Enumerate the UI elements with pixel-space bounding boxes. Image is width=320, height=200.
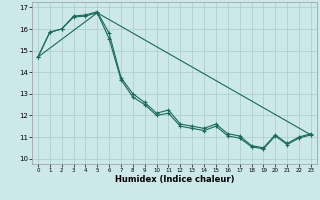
X-axis label: Humidex (Indice chaleur): Humidex (Indice chaleur) [115, 175, 234, 184]
